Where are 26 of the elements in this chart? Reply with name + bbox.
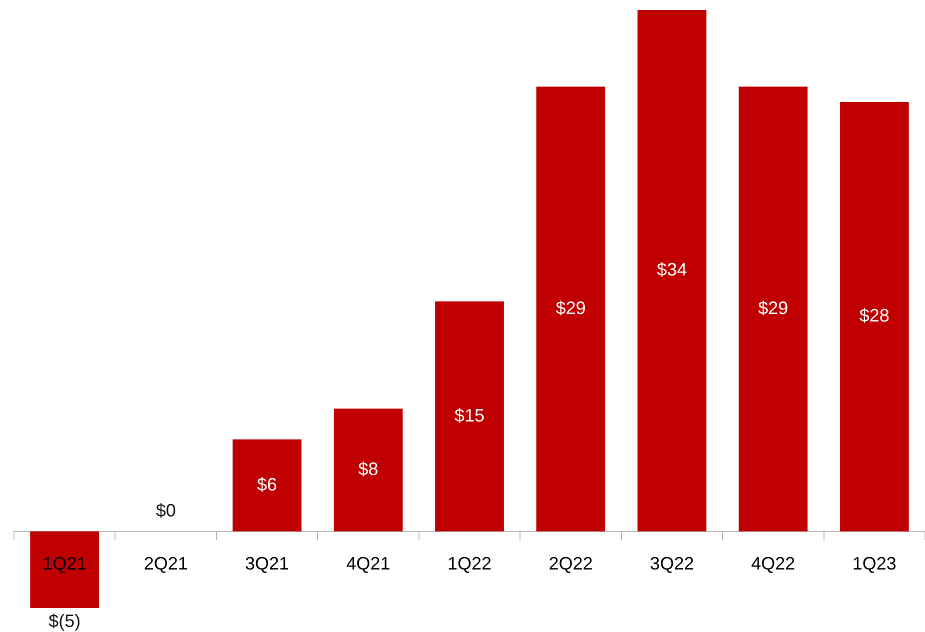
bar — [30, 531, 100, 608]
data-label: $29 — [556, 298, 586, 318]
data-label: $34 — [656, 260, 687, 280]
bar — [232, 439, 302, 532]
x-tick-label: 4Q22 — [751, 553, 796, 574]
data-label: $29 — [758, 298, 788, 318]
x-tick-label: 2Q22 — [548, 553, 593, 574]
x-tick-label: 3Q21 — [245, 553, 290, 574]
x-tick-label: 1Q22 — [447, 553, 492, 574]
bar — [738, 86, 808, 532]
data-label: $15 — [454, 405, 485, 426]
x-tick-label: 1Q21 — [42, 553, 87, 574]
x-tick-label: 3Q22 — [650, 553, 694, 574]
bar — [840, 102, 909, 532]
data-label: $6 — [257, 474, 278, 494]
x-tick-label: 1Q23 — [852, 553, 896, 574]
data-label: $0 — [156, 500, 176, 520]
data-label: $8 — [358, 458, 378, 479]
data-label: $(5) — [48, 610, 81, 631]
bar — [435, 301, 504, 532]
data-label: $28 — [859, 306, 890, 326]
bar — [638, 10, 706, 532]
bar — [334, 408, 403, 532]
x-tick-label: 4Q21 — [346, 553, 390, 574]
x-tick-label: 2Q21 — [144, 553, 188, 574]
bar — [536, 86, 606, 532]
